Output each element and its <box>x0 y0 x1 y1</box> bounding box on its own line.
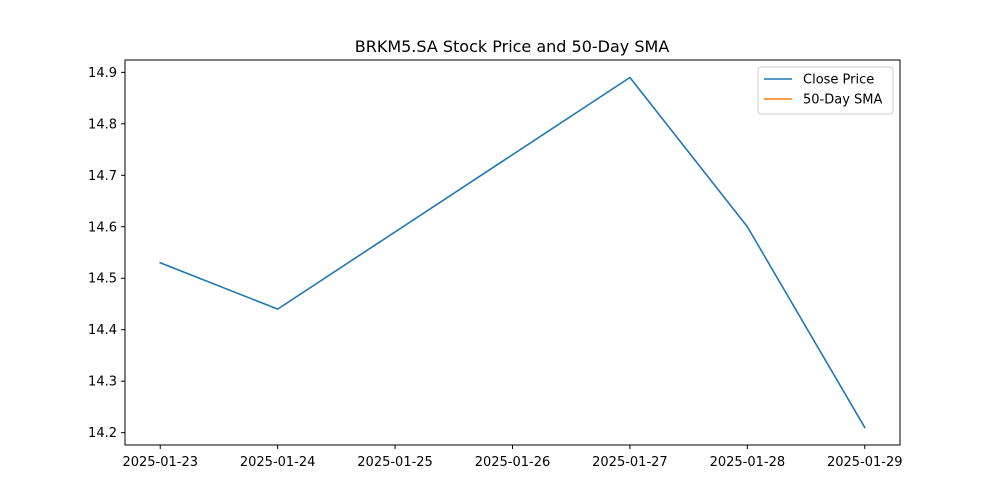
y-tick-label: 14.5 <box>88 272 117 287</box>
y-tick-label: 14.9 <box>88 66 117 81</box>
x-axis: 2025-01-23 2025-01-24 2025-01-25 2025-01-26… <box>122 445 903 470</box>
plot-area <box>124 59 901 446</box>
y-tick-label: 14.7 <box>88 169 117 184</box>
y-tick-label: 14.2 <box>88 426 117 441</box>
y-tick-label: 14.4 <box>88 323 117 338</box>
x-tick-label: 2025-01-29 <box>827 455 903 470</box>
legend-label: Close Price <box>803 73 874 88</box>
x-tick-label: 2025-01-23 <box>122 455 198 470</box>
y-tick-label: 14.3 <box>88 375 117 390</box>
x-tick-label: 2025-01-24 <box>240 455 316 470</box>
chart-title: BRKM5.SA Stock Price and 50-Day SMA <box>355 37 670 56</box>
legend-label: 50-Day SMA <box>803 93 883 108</box>
y-tick-label: 14.6 <box>88 220 117 235</box>
legend: Close Price 50-Day SMA <box>757 66 894 115</box>
series-layer <box>159 76 866 429</box>
x-tick-label: 2025-01-27 <box>592 455 668 470</box>
x-tick-label: 2025-01-28 <box>710 455 786 470</box>
x-tick-label: 2025-01-26 <box>475 455 551 470</box>
y-axis: 14.2 14.3 14.4 14.5 14.6 14.7 14.8 14.9 <box>88 66 125 441</box>
series-line-0 <box>159 76 866 429</box>
y-tick-label: 14.8 <box>88 117 117 132</box>
x-tick-label: 2025-01-25 <box>357 455 433 470</box>
